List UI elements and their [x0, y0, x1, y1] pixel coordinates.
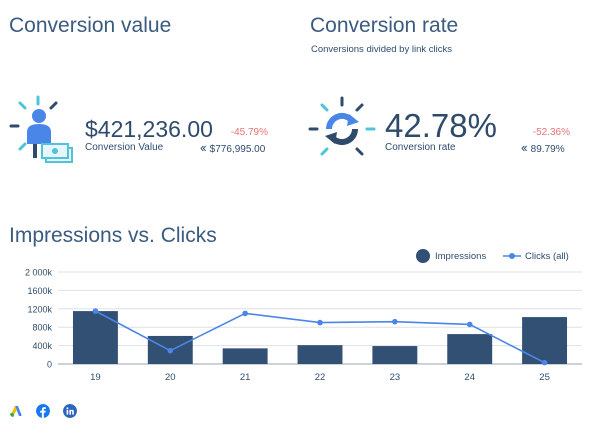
- y-tick-label: 0: [47, 360, 52, 370]
- conversion-value-previous-row: ‹‹ $776,995.00: [200, 140, 265, 155]
- conversion-value-previous: $776,995.00: [209, 144, 266, 155]
- x-tick-label: 25: [539, 372, 550, 383]
- clicks-point: [392, 318, 398, 325]
- clicks-point: [242, 310, 248, 317]
- impressions-bar: [447, 334, 493, 364]
- double-chevron-left-icon: ‹‹: [200, 140, 207, 155]
- x-tick-label: 20: [165, 372, 176, 383]
- conversion-rate-previous-row: ‹‹ 89.79%: [521, 140, 565, 155]
- impressions-bar: [297, 345, 343, 364]
- refresh-cycle-icon: [308, 96, 376, 156]
- impressions-bar: [372, 346, 418, 364]
- conversion-rate-previous: 89.79%: [530, 144, 565, 155]
- clicks-point: [317, 319, 323, 326]
- x-tick-label: 19: [90, 372, 101, 383]
- y-tick-label: 1200k: [27, 304, 52, 314]
- legend-clicks-label: Clicks (all): [525, 251, 569, 262]
- y-tick-label: 800k: [32, 323, 52, 333]
- conversion-value-amount: $421,236.00: [85, 116, 213, 142]
- x-tick-label: 21: [240, 372, 251, 383]
- person-money-icon: [9, 95, 73, 163]
- conversion-rate-delta: -52.36%: [532, 127, 570, 138]
- clicks-point: [167, 347, 174, 354]
- facebook-icon: [36, 404, 50, 418]
- x-tick-label: 24: [464, 372, 475, 383]
- x-tick-label: 23: [390, 372, 401, 383]
- impressions-bar: [222, 348, 268, 364]
- conversion-rate-value: 42.78%: [385, 107, 497, 144]
- impressions-clicks-chart: 0 400k 800k 1200k 1600k 2 000k 19 20 21 22 23 24 25: [25, 268, 582, 383]
- legend-impressions-label: Impressions: [435, 251, 487, 262]
- conversion-value-label: Conversion Value: [85, 142, 164, 153]
- legend-impressions-swatch: [416, 249, 430, 263]
- google-ads-icon: [10, 406, 22, 417]
- conversion-rate-title: Conversion rate: [310, 14, 459, 37]
- x-tick-label: 22: [315, 372, 326, 383]
- conversion-rate-subtitle: Conversions divided by link clicks: [311, 44, 452, 55]
- chart-title: Impressions vs. Clicks: [9, 224, 217, 247]
- y-tick-label: 400k: [32, 341, 52, 351]
- clicks-point: [92, 308, 99, 314]
- y-tick-label: 2 000k: [25, 268, 53, 278]
- impressions-bar: [522, 317, 568, 364]
- conversion-value-title: Conversion value: [9, 14, 172, 37]
- clicks-point: [541, 359, 548, 366]
- conversion-rate-label: Conversion rate: [385, 142, 456, 153]
- linkedin-icon: [63, 404, 77, 418]
- y-tick-label: 1600k: [27, 286, 52, 296]
- legend-clicks-swatch: [503, 253, 521, 259]
- conversion-value-delta: -45.79%: [230, 127, 268, 138]
- double-chevron-left-icon: ‹‹: [521, 140, 528, 155]
- clicks-point: [466, 321, 473, 328]
